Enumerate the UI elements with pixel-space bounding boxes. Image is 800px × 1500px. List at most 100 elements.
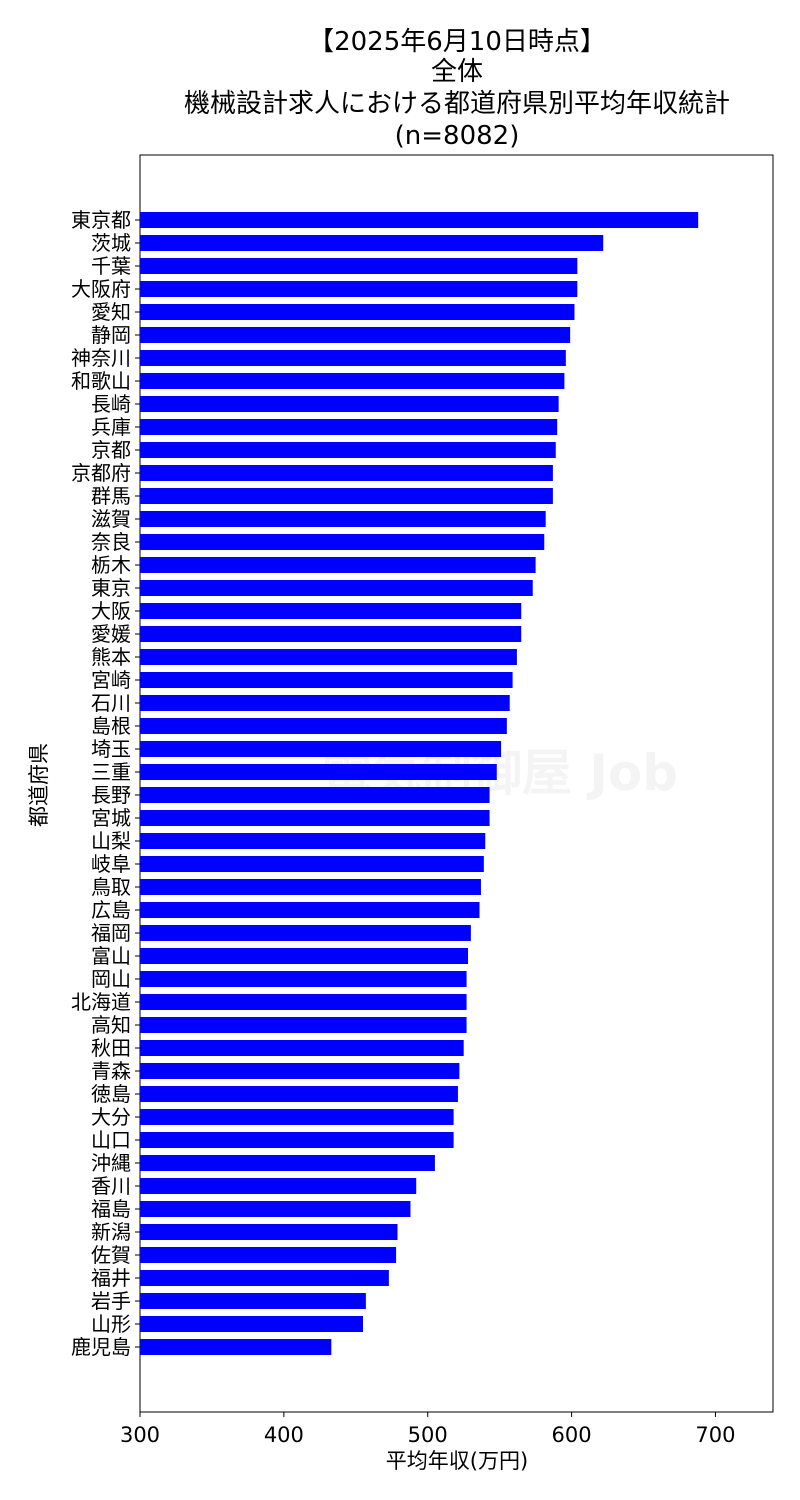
category-label: 埼玉: [91, 737, 131, 761]
category-label: 岩手: [91, 1289, 131, 1313]
bar: [140, 580, 533, 596]
category-label: 香川: [91, 1174, 131, 1198]
x-tick-label: 600: [552, 1423, 592, 1447]
bar: [140, 672, 513, 688]
category-label: 長野: [91, 783, 131, 807]
category-label: 秋田: [91, 1036, 131, 1060]
category-label: 青森: [91, 1059, 131, 1083]
bar: [140, 488, 553, 504]
bar: [140, 396, 559, 412]
category-label: 滋賀: [91, 507, 131, 531]
bar: [140, 1017, 467, 1033]
bar: [140, 419, 558, 435]
bar: [140, 833, 486, 849]
bar: [140, 1224, 398, 1240]
category-label: 石川: [91, 691, 131, 715]
category-label: 岡山: [91, 967, 131, 991]
bar: [140, 212, 699, 228]
bar: [140, 1086, 458, 1102]
bar: [140, 741, 502, 757]
bar: [140, 534, 545, 550]
category-label: 鹿児島: [71, 1335, 131, 1359]
bar: [140, 626, 522, 642]
category-label: 栃木: [91, 553, 131, 577]
bar: [140, 1201, 411, 1217]
bar: [140, 1293, 366, 1309]
bar: [140, 442, 556, 458]
category-label: 山形: [91, 1312, 131, 1336]
bar: [140, 994, 467, 1010]
chart-title: 【2025年6月10日時点】 全体 機械設計求人における都道府県別平均年収統計 …: [184, 27, 730, 151]
category-label: 島根: [91, 714, 131, 738]
bar: [140, 810, 490, 826]
category-label: 愛媛: [91, 622, 131, 646]
category-label: 広島: [91, 898, 131, 922]
bar: [140, 1316, 363, 1332]
category-label: 京都: [91, 438, 131, 462]
bar: [140, 350, 566, 366]
x-tick-label: 500: [408, 1423, 448, 1447]
title-line-3: 機械設計求人における都道府県別平均年収統計: [184, 89, 730, 119]
bar: [140, 764, 497, 780]
title-line-4: (n=8082): [395, 121, 520, 151]
bar: [140, 373, 565, 389]
bar: [140, 327, 571, 343]
bar: [140, 1063, 460, 1079]
category-label: 奈良: [91, 530, 131, 554]
bar: [140, 1339, 332, 1355]
bar: [140, 1178, 417, 1194]
bar: [140, 258, 578, 274]
bar: [140, 304, 575, 320]
bar: [140, 787, 490, 803]
bar: [140, 603, 522, 619]
category-label: 宮崎: [91, 668, 131, 692]
bar: [140, 281, 578, 297]
bar: [140, 902, 480, 918]
category-label: 山梨: [91, 829, 131, 853]
category-label: 和歌山: [71, 369, 131, 393]
y-axis-label: 都道府県: [27, 743, 51, 827]
category-label: 東京都: [71, 208, 131, 232]
category-label: 神奈川: [71, 346, 131, 370]
x-axis-ticks: 300 400 500 600 700: [120, 1412, 736, 1447]
bar: [140, 718, 507, 734]
category-label: 沖縄: [91, 1151, 131, 1175]
bar: [140, 557, 536, 573]
category-label: 愛知: [91, 300, 131, 324]
x-axis-label: 平均年収(万円): [386, 1449, 528, 1473]
category-label: 静岡: [91, 323, 131, 347]
category-label: 山口: [91, 1128, 131, 1152]
category-label: 高知: [91, 1013, 131, 1037]
bar: [140, 1109, 454, 1125]
bar: [140, 1132, 454, 1148]
category-label: 鳥取: [91, 875, 131, 899]
plot-frame: [139, 154, 774, 1413]
category-label: 長崎: [91, 392, 131, 416]
bar: [140, 465, 553, 481]
x-tick-label: 400: [264, 1423, 304, 1447]
category-label: 大阪: [91, 599, 131, 623]
category-label: 徳島: [91, 1082, 131, 1106]
bar: [140, 1155, 435, 1171]
category-label: 岐阜: [91, 852, 131, 876]
category-label: 福岡: [91, 921, 131, 945]
bar: [140, 695, 510, 711]
bar: [140, 1247, 397, 1263]
bars: [140, 212, 699, 1355]
category-label: 大分: [91, 1105, 131, 1129]
category-label: 宮城: [91, 806, 131, 830]
title-line-1: 【2025年6月10日時点】: [308, 27, 606, 57]
bar: [140, 235, 604, 251]
bar: [140, 649, 517, 665]
category-label: 大阪府: [71, 277, 131, 301]
x-tick-label: 300: [120, 1423, 160, 1447]
category-label: 京都府: [71, 461, 131, 485]
category-label: 福井: [91, 1266, 131, 1290]
category-label: 兵庫: [91, 415, 131, 439]
bar: [140, 1040, 464, 1056]
category-labels: 東京都茨城千葉大阪府愛知静岡神奈川和歌山長崎兵庫京都京都府群馬滋賀奈良栃木東京大…: [71, 208, 140, 1359]
category-label: 北海道: [71, 990, 131, 1014]
bar: [140, 511, 546, 527]
category-label: 茨城: [91, 231, 131, 255]
